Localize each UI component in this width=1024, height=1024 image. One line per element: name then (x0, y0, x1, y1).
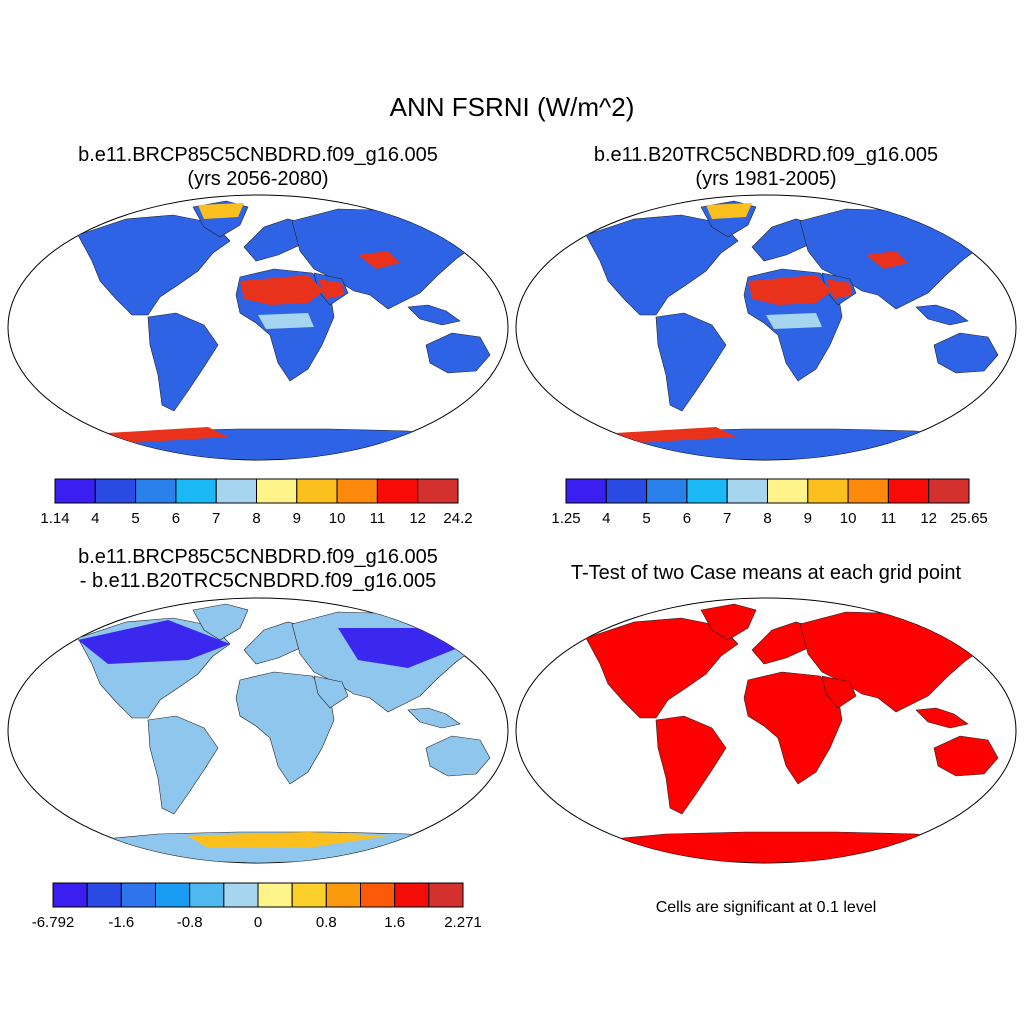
colorbar-diff-swatch-9 (360, 882, 396, 908)
colorbar-case2: 1.25 4 5 6 7 8 9 10 11 12 25.65 (551, 478, 988, 527)
colorbar-diff-swatch-7 (291, 882, 327, 908)
colorbar-diff-swatch-4 (189, 882, 225, 908)
colorbar-diff-label-3: 0 (254, 914, 262, 931)
map-case2 (515, 194, 1017, 461)
colorbar-case2-swatch-3 (686, 478, 728, 504)
colorbar-diff-label-5: 1.6 (384, 914, 405, 931)
colorbar-case2-label-2: 5 (642, 510, 650, 527)
colorbar-case1: 1.14 4 5 6 7 8 9 10 11 12 24.2 (40, 478, 473, 527)
panel-case1-title-line2: (yrs 2056-2080) (187, 168, 329, 190)
colorbar-diff-swatch-11 (428, 882, 464, 908)
colorbar-case1-swatch-2 (135, 478, 177, 504)
colorbar-diff-label-0: -6.792 (32, 914, 75, 931)
colorbar-case2-swatch-1 (605, 478, 648, 504)
colorbar-case1-swatch-3 (175, 478, 217, 504)
colorbar-case2-label-8: 11 (881, 510, 897, 527)
panel-diff-title: b.e11.BRCP85C5CNBDRD.f09_g16.005 - b.e11… (8, 545, 508, 593)
colorbar-case1-swatch-9 (417, 478, 459, 504)
panel-ttest-title: T-Test of two Case means at each grid po… (516, 561, 1016, 585)
colorbar-case2-label-5: 8 (763, 510, 771, 527)
colorbar-case2-swatch-2 (646, 478, 688, 504)
panel-case1-title-line1: b.e11.BRCP85C5CNBDRD.f09_g16.005 (78, 144, 438, 166)
colorbar-case2-label-7: 10 (840, 510, 857, 527)
significance-note: Cells are significant at 0.1 level (655, 899, 877, 916)
colorbar-diff-label-2: -0.8 (177, 914, 203, 931)
colorbar-case2-swatch-9 (928, 478, 970, 504)
panel-case2-title: b.e11.B20TRC5CNBDRD.f09_g16.005 (yrs 198… (516, 143, 1016, 191)
colorbar-case2-label-1: 4 (602, 510, 610, 527)
map-case2-greenland-region (706, 203, 752, 219)
colorbar-case1-swatch-1 (94, 478, 137, 504)
colorbar-diff-label-1: -1.6 (108, 914, 134, 931)
colorbar-case1-label-8: 11 (370, 510, 386, 527)
colorbar-diff-swatch-2 (120, 882, 157, 908)
colorbar-case1-swatch-7 (336, 478, 378, 504)
map-case1-greenland-region (198, 203, 244, 219)
colorbar-case2-label-10: 25.65 (950, 510, 988, 527)
colorbar-case2-label-4: 7 (723, 510, 731, 527)
colorbar-case1-label-7: 10 (329, 510, 346, 527)
map-ttest (515, 597, 1017, 864)
colorbar-case2-swatch-0 (565, 478, 607, 504)
colorbar-case1-label-10: 24.2 (443, 510, 472, 527)
map-case1-sahara-region (240, 275, 324, 305)
map-case1-arabia-region (318, 279, 344, 299)
colorbar-case1-label-6: 9 (293, 510, 301, 527)
colorbar-case2-swatch-4 (726, 478, 769, 504)
panel-case1-title: b.e11.BRCP85C5CNBDRD.f09_g16.005 (yrs 20… (8, 143, 508, 191)
colorbar-case2-swatch-5 (767, 478, 809, 504)
panel-diff-title-line2: - b.e11.B20TRC5CNBDRD.f09_g16.005 (79, 570, 437, 592)
map-case2-sahel-region (766, 313, 822, 329)
colorbar-diff-swatch-5 (223, 882, 259, 908)
colorbar-case1-label-2: 5 (131, 510, 139, 527)
map-case1-antarctic-coast-region (108, 427, 228, 443)
colorbar-diff-swatch-0 (52, 882, 88, 908)
map-case2-tibet-region (866, 251, 908, 269)
colorbar-case1-swatch-4 (215, 478, 257, 504)
colorbar-diff-swatch-8 (325, 882, 362, 908)
panel-case2-title-line1: b.e11.B20TRC5CNBDRD.f09_g16.005 (593, 144, 939, 166)
map-case1 (7, 194, 509, 461)
colorbar-case1-swatch-5 (256, 478, 298, 504)
colorbar-case1-label-0: 1.14 (40, 510, 69, 527)
colorbar-case1-swatch-6 (296, 478, 338, 504)
colorbar-case1-label-1: 4 (91, 510, 99, 527)
map-diff-arctic-region (78, 620, 230, 664)
colorbar-diff-label-6: 2.271 (444, 914, 482, 931)
colorbar-case2-label-0: 1.25 (551, 510, 580, 527)
colorbar-case1-label-9: 12 (409, 510, 426, 527)
panel-ttest-title-line1: T-Test of two Case means at each grid po… (570, 562, 962, 584)
colorbar-case1-label-3: 6 (172, 510, 180, 527)
colorbar-diff-swatch-10 (394, 882, 430, 908)
colorbar-case2-label-3: 6 (683, 510, 691, 527)
colorbar-case1-swatch-8 (376, 478, 419, 504)
colorbar-case1-swatch-0 (54, 478, 96, 504)
colorbar-case2-swatch-8 (887, 478, 930, 504)
panel-case2-title-line2: (yrs 1981-2005) (695, 168, 837, 190)
colorbar-diff-swatch-3 (155, 882, 191, 908)
colorbar-diff-swatch-1 (86, 882, 122, 908)
map-diff-siberia-region (338, 628, 468, 668)
map-case2-arabia-region (826, 279, 852, 299)
map-case2-antarctic-coast-region (616, 427, 736, 443)
colorbar-case2-label-6: 9 (804, 510, 812, 527)
map-diff (7, 597, 509, 864)
colorbar-diff-label-4: 0.8 (316, 914, 337, 931)
colorbar-case1-label-4: 7 (212, 510, 220, 527)
colorbar-case2-swatch-7 (847, 478, 889, 504)
map-case1-tibet-region (358, 251, 400, 269)
map-diff-antarctic-region (188, 832, 388, 848)
colorbar-diff-swatch-6 (257, 882, 293, 908)
colorbar-case1-label-5: 8 (252, 510, 260, 527)
colorbar-diff: -6.792 -1.6 -0.8 0 0.8 1.6 2.271 (32, 882, 482, 931)
colorbar-case2-swatch-6 (807, 478, 849, 504)
panel-diff-title-line1: b.e11.BRCP85C5CNBDRD.f09_g16.005 (78, 546, 438, 568)
map-case1-sahel-region (258, 313, 314, 329)
colorbar-case2-label-9: 12 (920, 510, 937, 527)
map-case2-sahara-region (748, 275, 832, 305)
main-title: ANN FSRNI (W/m^2) (389, 92, 635, 122)
